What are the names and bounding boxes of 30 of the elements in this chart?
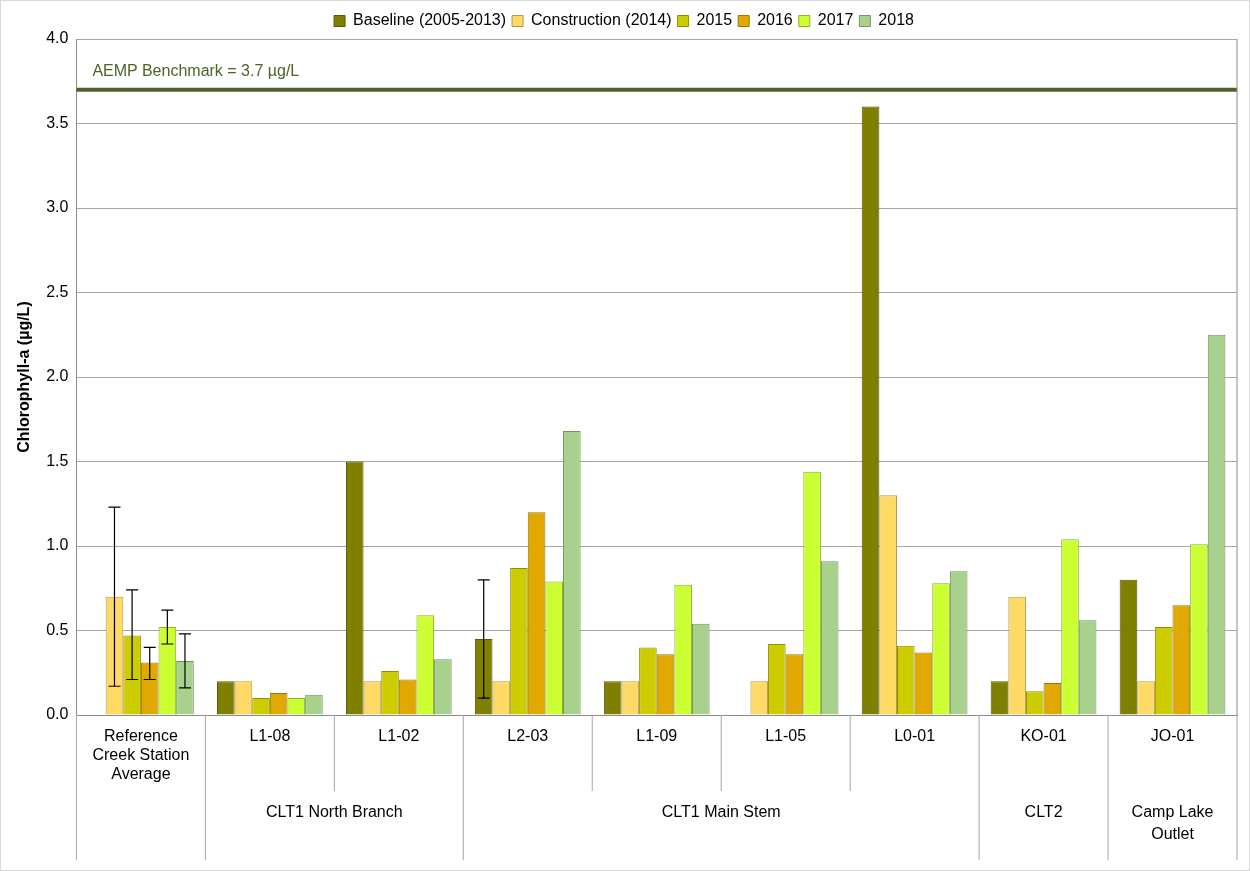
y-tick-label: 2.5 [46, 282, 69, 300]
text: CLT2 [1024, 803, 1063, 821]
legend-label: 2018 [878, 11, 915, 29]
legend-label: 2017 [817, 11, 854, 29]
x-tick-label: L1-02 [378, 727, 420, 745]
x-tick-label: KO-01 [1020, 727, 1067, 745]
legend-label: Construction (2014) [531, 11, 672, 29]
x-tick-label: JO-01 [1150, 727, 1195, 745]
y-tick-label: 3.0 [46, 198, 69, 216]
legend-label: 2015 [696, 11, 733, 29]
x-tick-label: L1-08 [249, 727, 291, 745]
x-tick-label: Reference Creek Station Average [92, 727, 190, 783]
legend-label: Baseline (2005-2013) [353, 11, 507, 29]
y-tick-label: 2.0 [46, 367, 69, 385]
y-tick-label: 4.0 [46, 29, 69, 47]
ref-line-label: AEMP Benchmark = 3.7 µg/L [92, 62, 300, 80]
text: CLT1 North Branch [266, 803, 403, 821]
x-tick-label: L1-09 [636, 727, 678, 745]
x-tick-label: L0-01 [894, 727, 936, 745]
y-tick-label: 0.0 [46, 705, 69, 723]
x-tick-label: L2-03 [507, 727, 549, 745]
y-tick-label: 1.0 [46, 536, 69, 554]
y-tick-label: 0.5 [46, 620, 69, 638]
y-tick-label: 3.5 [46, 113, 69, 131]
text: CLT1 Main Stem [661, 803, 781, 821]
text: Camp Lake Outlet [1131, 803, 1214, 843]
x-tick-label: L1-05 [765, 727, 807, 745]
y-axis-title: Chlorophyll-a (µg/L) [15, 301, 33, 453]
legend-label: 2016 [757, 11, 793, 29]
y-tick-label: 1.5 [46, 451, 69, 469]
